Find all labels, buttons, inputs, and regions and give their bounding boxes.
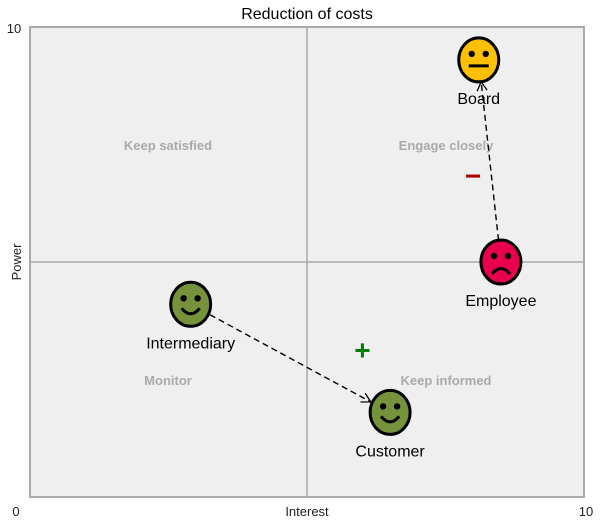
influence-arrow-employee-to-board — [476, 80, 500, 241]
sad-face-icon — [479, 238, 523, 286]
y-axis-label: Power — [9, 243, 24, 281]
quadrant-label-monitor: Monitor — [144, 373, 192, 388]
stakeholder-label: Employee — [465, 293, 536, 310]
stakeholder-customer[interactable]: Customer — [355, 388, 425, 460]
arrows-layer: −+ — [209, 80, 500, 403]
stakeholder-label: Intermediary — [146, 335, 235, 352]
quadrant-label-keep-informed: Keep informed — [400, 373, 491, 388]
stakeholders-layer: Board Employee Intermediary Customer — [146, 36, 537, 460]
influence-arrow-intermediary-to-customer — [209, 314, 372, 403]
x-tick-max: 10 — [579, 504, 593, 519]
stakeholder-label: Board — [457, 91, 500, 108]
stakeholder-employee[interactable]: Employee — [465, 238, 537, 310]
quadrant-label-keep-satisfied: Keep satisfied — [124, 138, 212, 153]
x-axis-label: Interest — [285, 504, 329, 519]
happy-face-icon — [368, 388, 412, 436]
stakeholder-label: Customer — [355, 443, 425, 460]
stakeholder-board[interactable]: Board — [457, 36, 501, 108]
stakeholder-intermediary[interactable]: Intermediary — [146, 280, 235, 352]
plus-sign-icon: + — [354, 334, 370, 365]
x-tick-min: 0 — [12, 504, 19, 519]
minus-sign-icon: − — [465, 160, 481, 191]
quadrant-label-engage-closely: Engage closely — [399, 138, 494, 153]
happy-face-icon — [169, 280, 213, 328]
neutral-face-icon — [457, 36, 501, 84]
chart-title: Reduction of costs — [241, 6, 373, 23]
y-tick-max: 10 — [7, 21, 21, 36]
